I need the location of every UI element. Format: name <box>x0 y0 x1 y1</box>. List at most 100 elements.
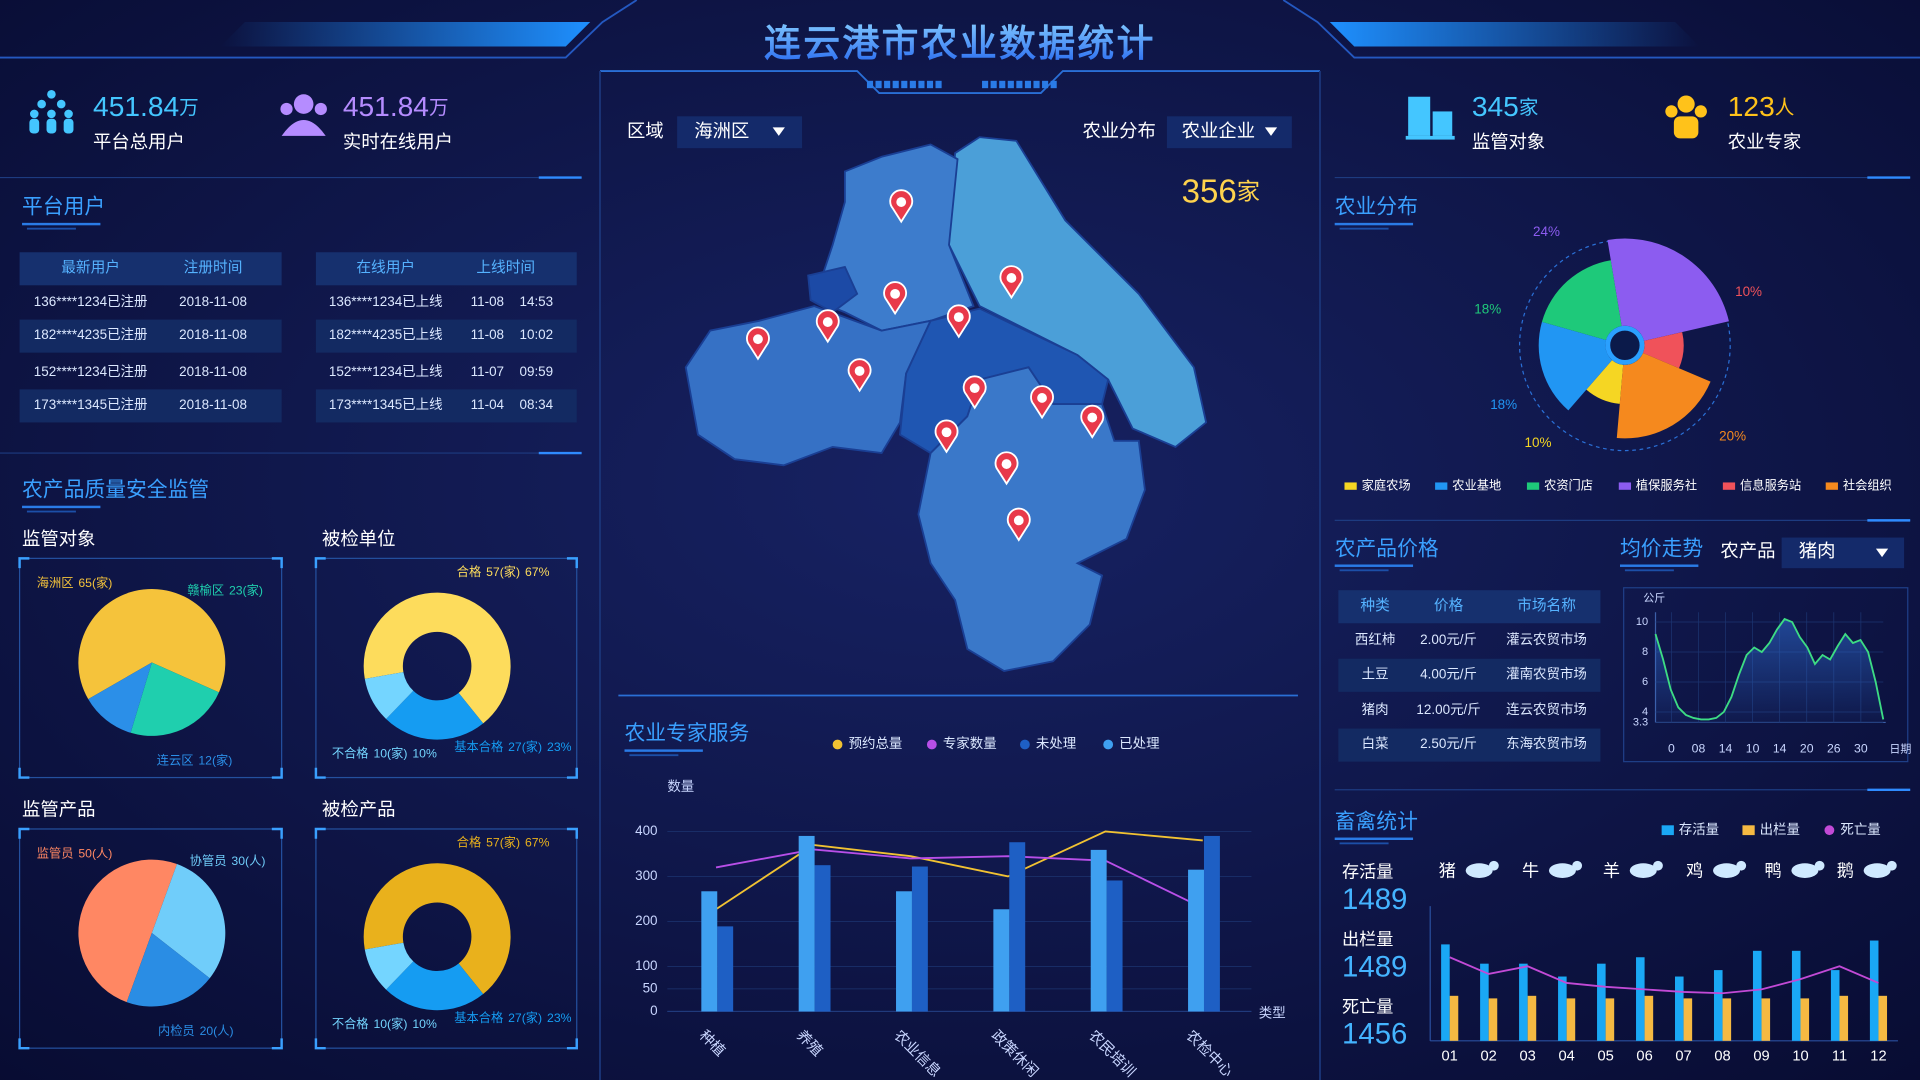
legend-label: 已处理 <box>1119 736 1159 751</box>
table-row-bg <box>315 319 577 353</box>
kpi-unit: 家 <box>1519 97 1539 119</box>
map-pin[interactable] <box>746 326 770 361</box>
section-title: 畜禽统计 <box>1335 810 1418 833</box>
bar <box>1752 950 1762 1041</box>
bar <box>1683 998 1693 1041</box>
chart-subtitle: 被检单位 <box>322 528 395 549</box>
map-pin[interactable] <box>999 265 1024 300</box>
x-tick-label: 04 <box>1558 1049 1574 1065</box>
icon-part <box>56 99 66 109</box>
header-dash <box>884 80 891 89</box>
legend-label: 专家数量 <box>943 735 997 751</box>
map-pin[interactable] <box>847 358 872 393</box>
table-row-bg <box>19 319 282 353</box>
table-header-bg <box>1338 590 1601 624</box>
animal-icon <box>1713 863 1741 878</box>
header-dash <box>926 80 934 89</box>
kpi-label: 实时在线用户 <box>343 131 453 152</box>
filter-label: 农产品 <box>1720 540 1775 561</box>
animal-icon <box>1863 863 1891 878</box>
animal-icon <box>1572 860 1583 871</box>
icon-part <box>37 99 46 109</box>
slice-label: 20% <box>1719 429 1746 444</box>
header-dash <box>1033 80 1040 89</box>
slice-label: 基本合格 27(家) 23% <box>454 739 571 754</box>
y-tick-label: 300 <box>635 868 657 883</box>
title-underline <box>1339 227 1389 230</box>
table-cell: 09:59 <box>519 364 553 379</box>
x-tick-label: 14 <box>1719 742 1733 756</box>
map-pin[interactable] <box>994 451 1019 486</box>
table-cell: 2.50元/斤 <box>1420 736 1477 751</box>
legend-label: 家庭农场 <box>1362 477 1411 492</box>
map-pin[interactable] <box>946 304 971 339</box>
rose-slice <box>1541 260 1622 340</box>
table-cell: 08:34 <box>519 397 553 412</box>
map-pin[interactable] <box>962 375 987 410</box>
section-title: 农业专家服务 <box>624 722 749 745</box>
x-tick-label: 09 <box>1753 1049 1769 1065</box>
x-tick-label: 01 <box>1442 1049 1458 1065</box>
bar <box>1791 950 1801 1041</box>
icon-part <box>314 102 327 116</box>
pie-slice <box>78 859 177 1003</box>
map-pin[interactable] <box>1006 507 1031 542</box>
slice-label: 连云区 12(家) <box>157 753 233 768</box>
table-row-bg <box>1338 658 1601 692</box>
animal-label: 鸭 <box>1764 860 1781 880</box>
legend-label: 信息服务站 <box>1740 477 1801 492</box>
dropdown-arrow <box>1875 548 1889 558</box>
map-pin[interactable] <box>1030 385 1054 420</box>
map-pin[interactable] <box>883 281 908 316</box>
pin-dot <box>953 312 964 323</box>
header-dash <box>935 80 942 89</box>
pie-slice <box>151 864 226 979</box>
pin-dot <box>1013 515 1024 526</box>
stat-label: 出栏量 <box>1342 929 1393 949</box>
x-tick-label: 02 <box>1481 1049 1497 1065</box>
label-value: 67% <box>525 565 550 579</box>
series-line <box>715 848 1204 909</box>
pie-slice <box>78 588 226 700</box>
section-title: 农产品质量安全监管 <box>22 479 209 502</box>
x-tick-label: 10 <box>1746 742 1760 756</box>
x-axis-label: 类型 <box>1259 1005 1286 1020</box>
chart-frame <box>315 557 578 779</box>
table-cell: 11-04 <box>471 397 505 412</box>
label-count: 27(家) <box>508 1010 542 1025</box>
animal-icon <box>1791 863 1819 878</box>
map-pin[interactable] <box>815 309 840 344</box>
legend-label: 存活量 <box>1679 822 1719 837</box>
map-pin[interactable] <box>934 419 959 454</box>
table-cell: 灌云农贸市场 <box>1506 631 1587 647</box>
kpi-label: 监管对象 <box>1472 131 1545 152</box>
y-tick-label: 100 <box>635 958 657 973</box>
icon-part <box>64 109 73 119</box>
table-cell: 10:02 <box>519 327 553 342</box>
pin-dot <box>896 197 907 207</box>
x-tick-label: 06 <box>1636 1049 1652 1065</box>
header-bar <box>220 22 591 47</box>
legend-label: 死亡量 <box>1840 822 1880 837</box>
chart-subtitle: 被检产品 <box>322 798 395 819</box>
title-underline <box>26 510 76 513</box>
chart-frame <box>1623 587 1909 763</box>
legend-label: 预约总量 <box>849 736 903 751</box>
bar <box>1519 963 1528 1041</box>
pie-slice <box>364 942 414 990</box>
frame-corner <box>314 827 578 1050</box>
label-category: 赣榆区 <box>187 583 224 598</box>
count-unit: 家 <box>1237 179 1260 205</box>
map-pin[interactable] <box>1080 404 1105 439</box>
table-row-bg <box>1338 728 1601 762</box>
header-dash <box>1007 80 1014 89</box>
stat-value: 1489 <box>1342 883 1407 916</box>
title-underline <box>22 505 101 509</box>
kpi-icon <box>1405 96 1455 140</box>
chart-frame <box>315 828 578 1049</box>
legend-label: 植保服务社 <box>1636 477 1697 492</box>
header-dash <box>875 80 882 89</box>
kpi-value: 451.84万 <box>93 91 199 122</box>
label-category: 基本合格 <box>454 739 503 754</box>
map-pin[interactable] <box>889 189 914 224</box>
